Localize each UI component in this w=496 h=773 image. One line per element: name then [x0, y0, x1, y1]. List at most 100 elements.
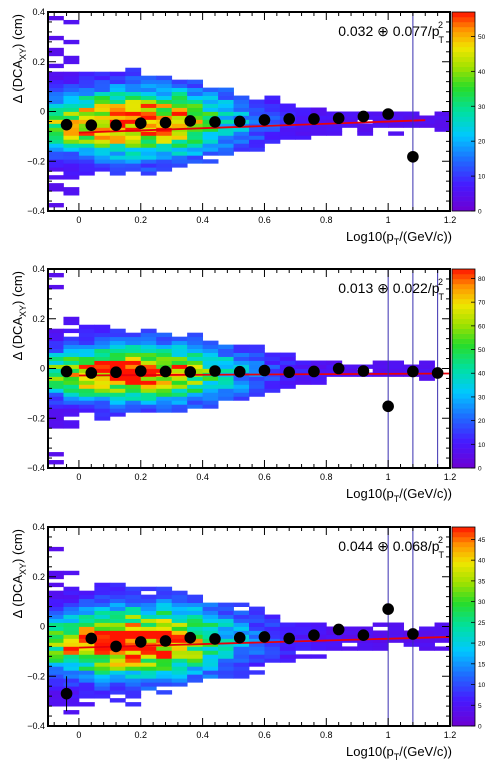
profile-point: [407, 628, 419, 640]
heatmap-cell: [109, 614, 126, 619]
heatmap-cell: [218, 638, 234, 643]
heatmap-cell: [125, 630, 142, 635]
heatmap-cell: [326, 127, 343, 132]
heatmap-cell: [218, 344, 234, 349]
heatmap-cell: [140, 151, 157, 156]
heatmap-cell: [171, 678, 188, 683]
heatmap-cell: [63, 171, 80, 176]
heatmap-cell: [249, 638, 265, 643]
heatmap-cell: [249, 392, 265, 397]
heatmap-cell: [94, 622, 111, 627]
heatmap-cell: [109, 115, 126, 120]
y-tick-label: −0.4: [27, 463, 45, 473]
heatmap-cell: [94, 384, 111, 389]
heatmap-cell: [202, 115, 219, 120]
heatmap-cell: [63, 91, 80, 96]
heatmap-cell: [249, 626, 265, 631]
heatmap-cell: [48, 99, 64, 104]
heatmap-cell: [140, 332, 157, 338]
heatmap-cell: [295, 360, 312, 365]
profile-point: [332, 623, 345, 636]
color-scale-tick-label: 70: [478, 300, 486, 307]
x-axis-label-3: Log10(pT/(GeV/c)): [346, 744, 452, 762]
heatmap-cell: [94, 352, 111, 357]
heatmap-cell: [249, 646, 265, 651]
heatmap-cell: [140, 159, 157, 164]
color-scale-band: [452, 686, 475, 692]
heatmap-cell: [218, 123, 234, 128]
heatmap-cell: [94, 364, 111, 369]
x-tick-label: 0.8: [320, 472, 333, 482]
heatmap-cell: [125, 384, 142, 389]
heatmap-cell: [140, 674, 157, 679]
heatmap-cell: [48, 412, 64, 417]
heatmap-cell: [187, 360, 204, 365]
heatmap-cell: [78, 111, 95, 116]
heatmap-cell: [78, 642, 95, 647]
profile-point: [184, 115, 197, 127]
color-scale-tick-label: 30: [478, 394, 486, 401]
heatmap-cell: [388, 634, 405, 639]
y-tick-label: 0: [40, 622, 45, 632]
color-scale-band: [452, 141, 475, 147]
heatmap-cell: [48, 570, 64, 576]
x-tick-label: 0.4: [196, 215, 209, 225]
heatmap-cell: [125, 626, 142, 631]
heatmap-cell: [48, 284, 64, 290]
heatmap-cell: [78, 360, 95, 365]
heatmap-cell: [202, 658, 219, 663]
heatmap-cell: [233, 602, 250, 607]
x-tick-label: 0: [76, 215, 81, 225]
heatmap-cell: [78, 598, 95, 604]
heatmap-cell: [63, 662, 80, 667]
heatmap-cell: [109, 332, 126, 338]
heatmap-cell: [171, 139, 188, 144]
heatmap-cell: [156, 400, 173, 405]
heatmap-cell: [140, 586, 157, 592]
heatmap-cell: [218, 666, 234, 671]
heatmap-cell: [94, 662, 111, 667]
heatmap-cell: [94, 598, 111, 604]
heatmap-cell: [63, 646, 80, 651]
heatmap-cell: [156, 356, 173, 361]
color-scale-band: [452, 116, 475, 122]
heatmap-cell: [63, 618, 80, 623]
heatmap-cell: [140, 614, 157, 619]
profile-point: [159, 635, 172, 647]
heatmap-cell: [109, 107, 126, 112]
heatmap-cell: [78, 163, 95, 168]
heatmap-cell: [140, 400, 157, 405]
heatmap-cell: [171, 614, 188, 619]
heatmap-cell: [434, 622, 451, 627]
heatmap-cell: [63, 614, 80, 619]
heatmap-cell: [78, 590, 95, 596]
heatmap-cell: [341, 115, 358, 120]
x-tick-label: 0.4: [196, 472, 209, 482]
heatmap-cell: [140, 670, 157, 675]
heatmap-cell: [48, 372, 64, 377]
heatmap-cell: [187, 364, 204, 369]
heatmap-cell: [156, 594, 173, 600]
color-scale-band: [452, 16, 475, 23]
heatmap-cell: [218, 115, 234, 120]
color-scale-band: [452, 101, 475, 107]
heatmap-cell: [202, 352, 219, 357]
heatmap-cell: [63, 75, 80, 81]
heatmap-cell: [109, 139, 126, 144]
heatmap-cell: [109, 103, 126, 108]
heatmap-cell: [48, 107, 64, 112]
heatmap-cell: [48, 662, 64, 667]
heatmap-cell: [249, 348, 265, 353]
heatmap-cell: [156, 131, 173, 136]
heatmap-cell: [310, 626, 327, 631]
heatmap-cell: [63, 352, 80, 357]
heatmap-cell: [48, 35, 64, 41]
heatmap-cell: [125, 348, 142, 353]
color-scale-band: [452, 721, 475, 727]
color-scale-band: [452, 56, 475, 63]
heatmap-cell: [63, 147, 80, 152]
heatmap-cell: [109, 71, 126, 77]
heatmap-cell: [156, 87, 173, 92]
heatmap-cell: [264, 376, 281, 381]
heatmap-cell: [109, 340, 126, 346]
